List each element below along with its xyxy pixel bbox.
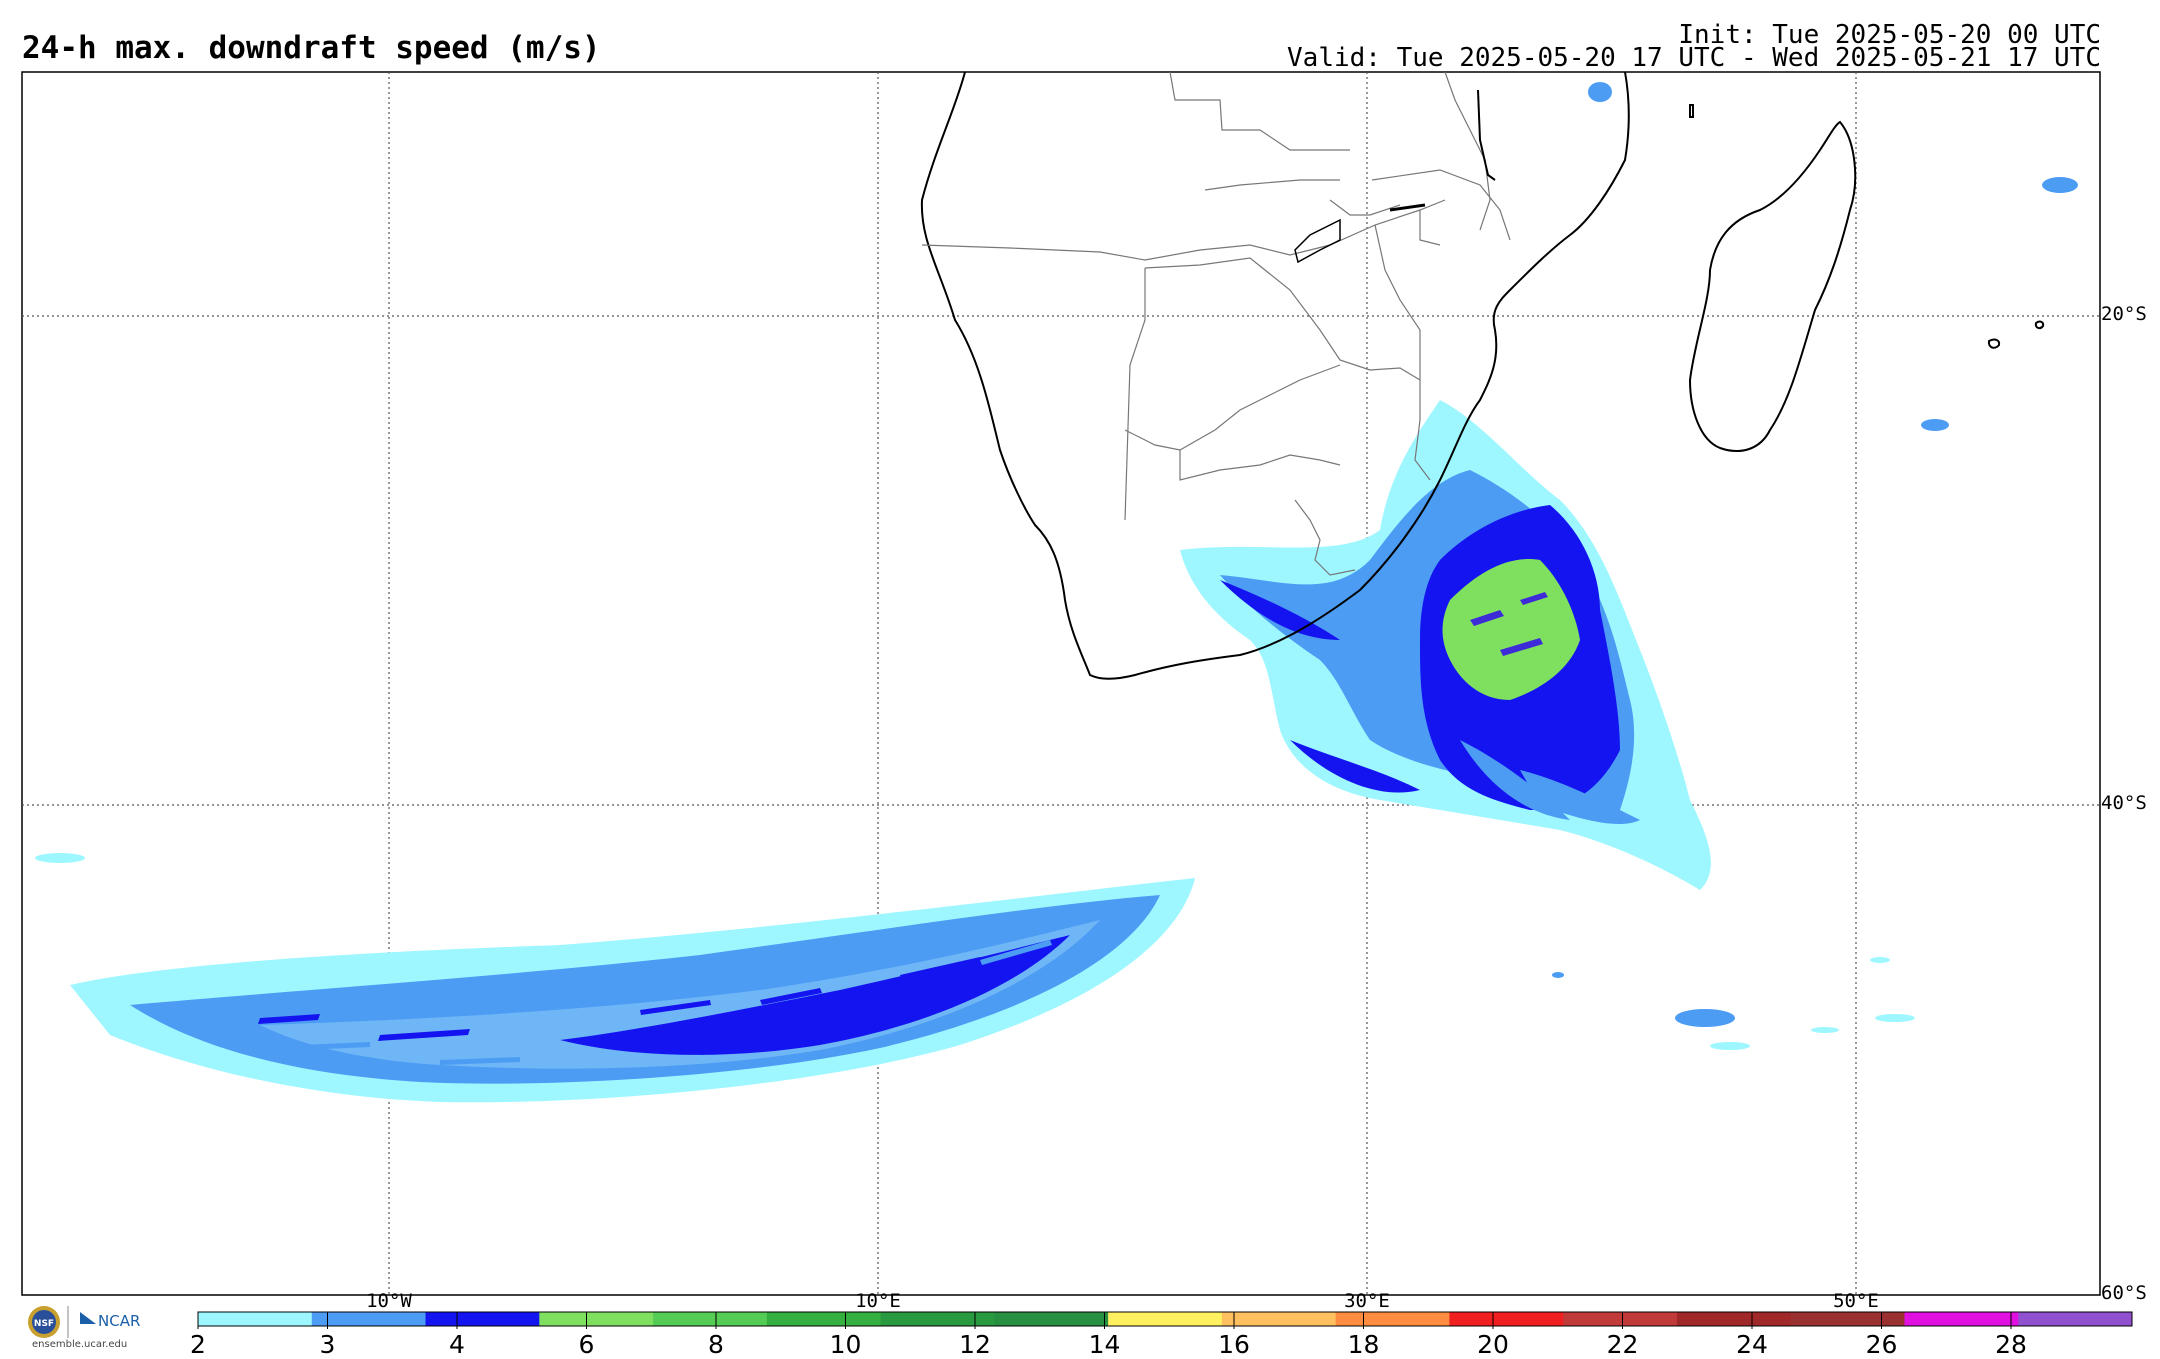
coastlines (920, 71, 2045, 680)
lon-label-10e: 10°E (855, 1290, 901, 1312)
svg-text:NSF: NSF (34, 1319, 54, 1329)
colorbar-swatch (1904, 1312, 2019, 1326)
lake-kariba (1294, 218, 1341, 264)
colorbar (197, 1311, 2133, 1329)
colorbar-swatch (1108, 1312, 1223, 1326)
colorbar-tick-label: 4 (449, 1330, 465, 1359)
valid-time: Valid: Tue 2025-05-20 17 UTC - Wed 2025-… (1287, 43, 2101, 73)
lake-malawi (1477, 89, 1496, 181)
colorbar-swatch (311, 1312, 427, 1326)
colorbar-tick-label: 22 (1606, 1330, 1639, 1359)
colorbar-tick-label: 28 (1995, 1330, 2027, 1359)
colorbar-tick-label: 6 (578, 1330, 595, 1359)
lat-label-60s: 60°S (2101, 1282, 2147, 1304)
country-borders (921, 71, 1511, 576)
colorbar-swatch (766, 1312, 882, 1326)
agulhas-downdraft-cluster (1180, 400, 1711, 890)
map-title: 24-h max. downdraft speed (m/s) (22, 30, 601, 66)
reunion-coast (2034, 320, 2045, 330)
lake-cahora (1389, 203, 1426, 212)
colorbar-tick-label: 18 (1347, 1330, 1380, 1359)
colorbar-swatch (1449, 1312, 1564, 1326)
colorbar-swatch (1676, 1312, 1792, 1326)
colorbar-swatch (1221, 1312, 1337, 1326)
colorbar-tick-label: 14 (1088, 1330, 1121, 1359)
init-time: Init: Tue 2025-05-20 00 UTC (1678, 20, 2101, 50)
colorbar-tick-label: 12 (959, 1330, 991, 1359)
colorbar-swatch (653, 1312, 768, 1326)
colorbar-tick-label: 8 (708, 1330, 724, 1359)
lon-label-30e: 30°E (1344, 1290, 1390, 1312)
map-frame (21, 71, 2101, 1296)
colorbar-swatch (994, 1312, 1109, 1326)
logo-url: ensemble.ucar.edu (32, 1339, 128, 1350)
colorbar-tick-label: 16 (1218, 1330, 1250, 1359)
colorbar-swatch (880, 1312, 995, 1326)
africa-coast (920, 71, 1630, 680)
comoros-coast (1689, 104, 1694, 118)
colorbar-tick-label: 2 (190, 1330, 206, 1359)
lat-label-40s: 40°S (2101, 792, 2147, 814)
scattered-cells (35, 82, 2078, 1050)
madagascar-coast (1688, 120, 1857, 452)
lon-label-10w: 10°W (366, 1290, 412, 1312)
colorbar-swatch (198, 1312, 313, 1326)
colorbar-swatch (539, 1312, 654, 1326)
atlantic-downdraft-band (70, 878, 1195, 1103)
nsf-ncar-logo: NSF NCAR (28, 1306, 140, 1338)
colorbar-swatch (1563, 1312, 1678, 1326)
colorbar-tick-label: 3 (319, 1330, 336, 1359)
colorbar-tick-label: 24 (1736, 1330, 1768, 1359)
ncar-logo-icon (80, 1312, 96, 1324)
mauritius-coast (1987, 338, 2001, 349)
lat-label-20s: 20°S (2101, 303, 2147, 325)
colorbar-swatch (1335, 1312, 1450, 1326)
colorbar-swatch (1790, 1312, 1905, 1326)
svg-text:NCAR: NCAR (98, 1312, 140, 1330)
colorbar-tick-label: 10 (829, 1330, 862, 1359)
colorbar-tick-label: 26 (1865, 1330, 1898, 1359)
lon-label-50e: 50°E (1833, 1290, 1879, 1312)
colorbar-swatch (425, 1312, 540, 1326)
colorbar-swatch (2018, 1312, 2133, 1326)
colorbar-tick-label: 20 (1477, 1330, 1509, 1359)
